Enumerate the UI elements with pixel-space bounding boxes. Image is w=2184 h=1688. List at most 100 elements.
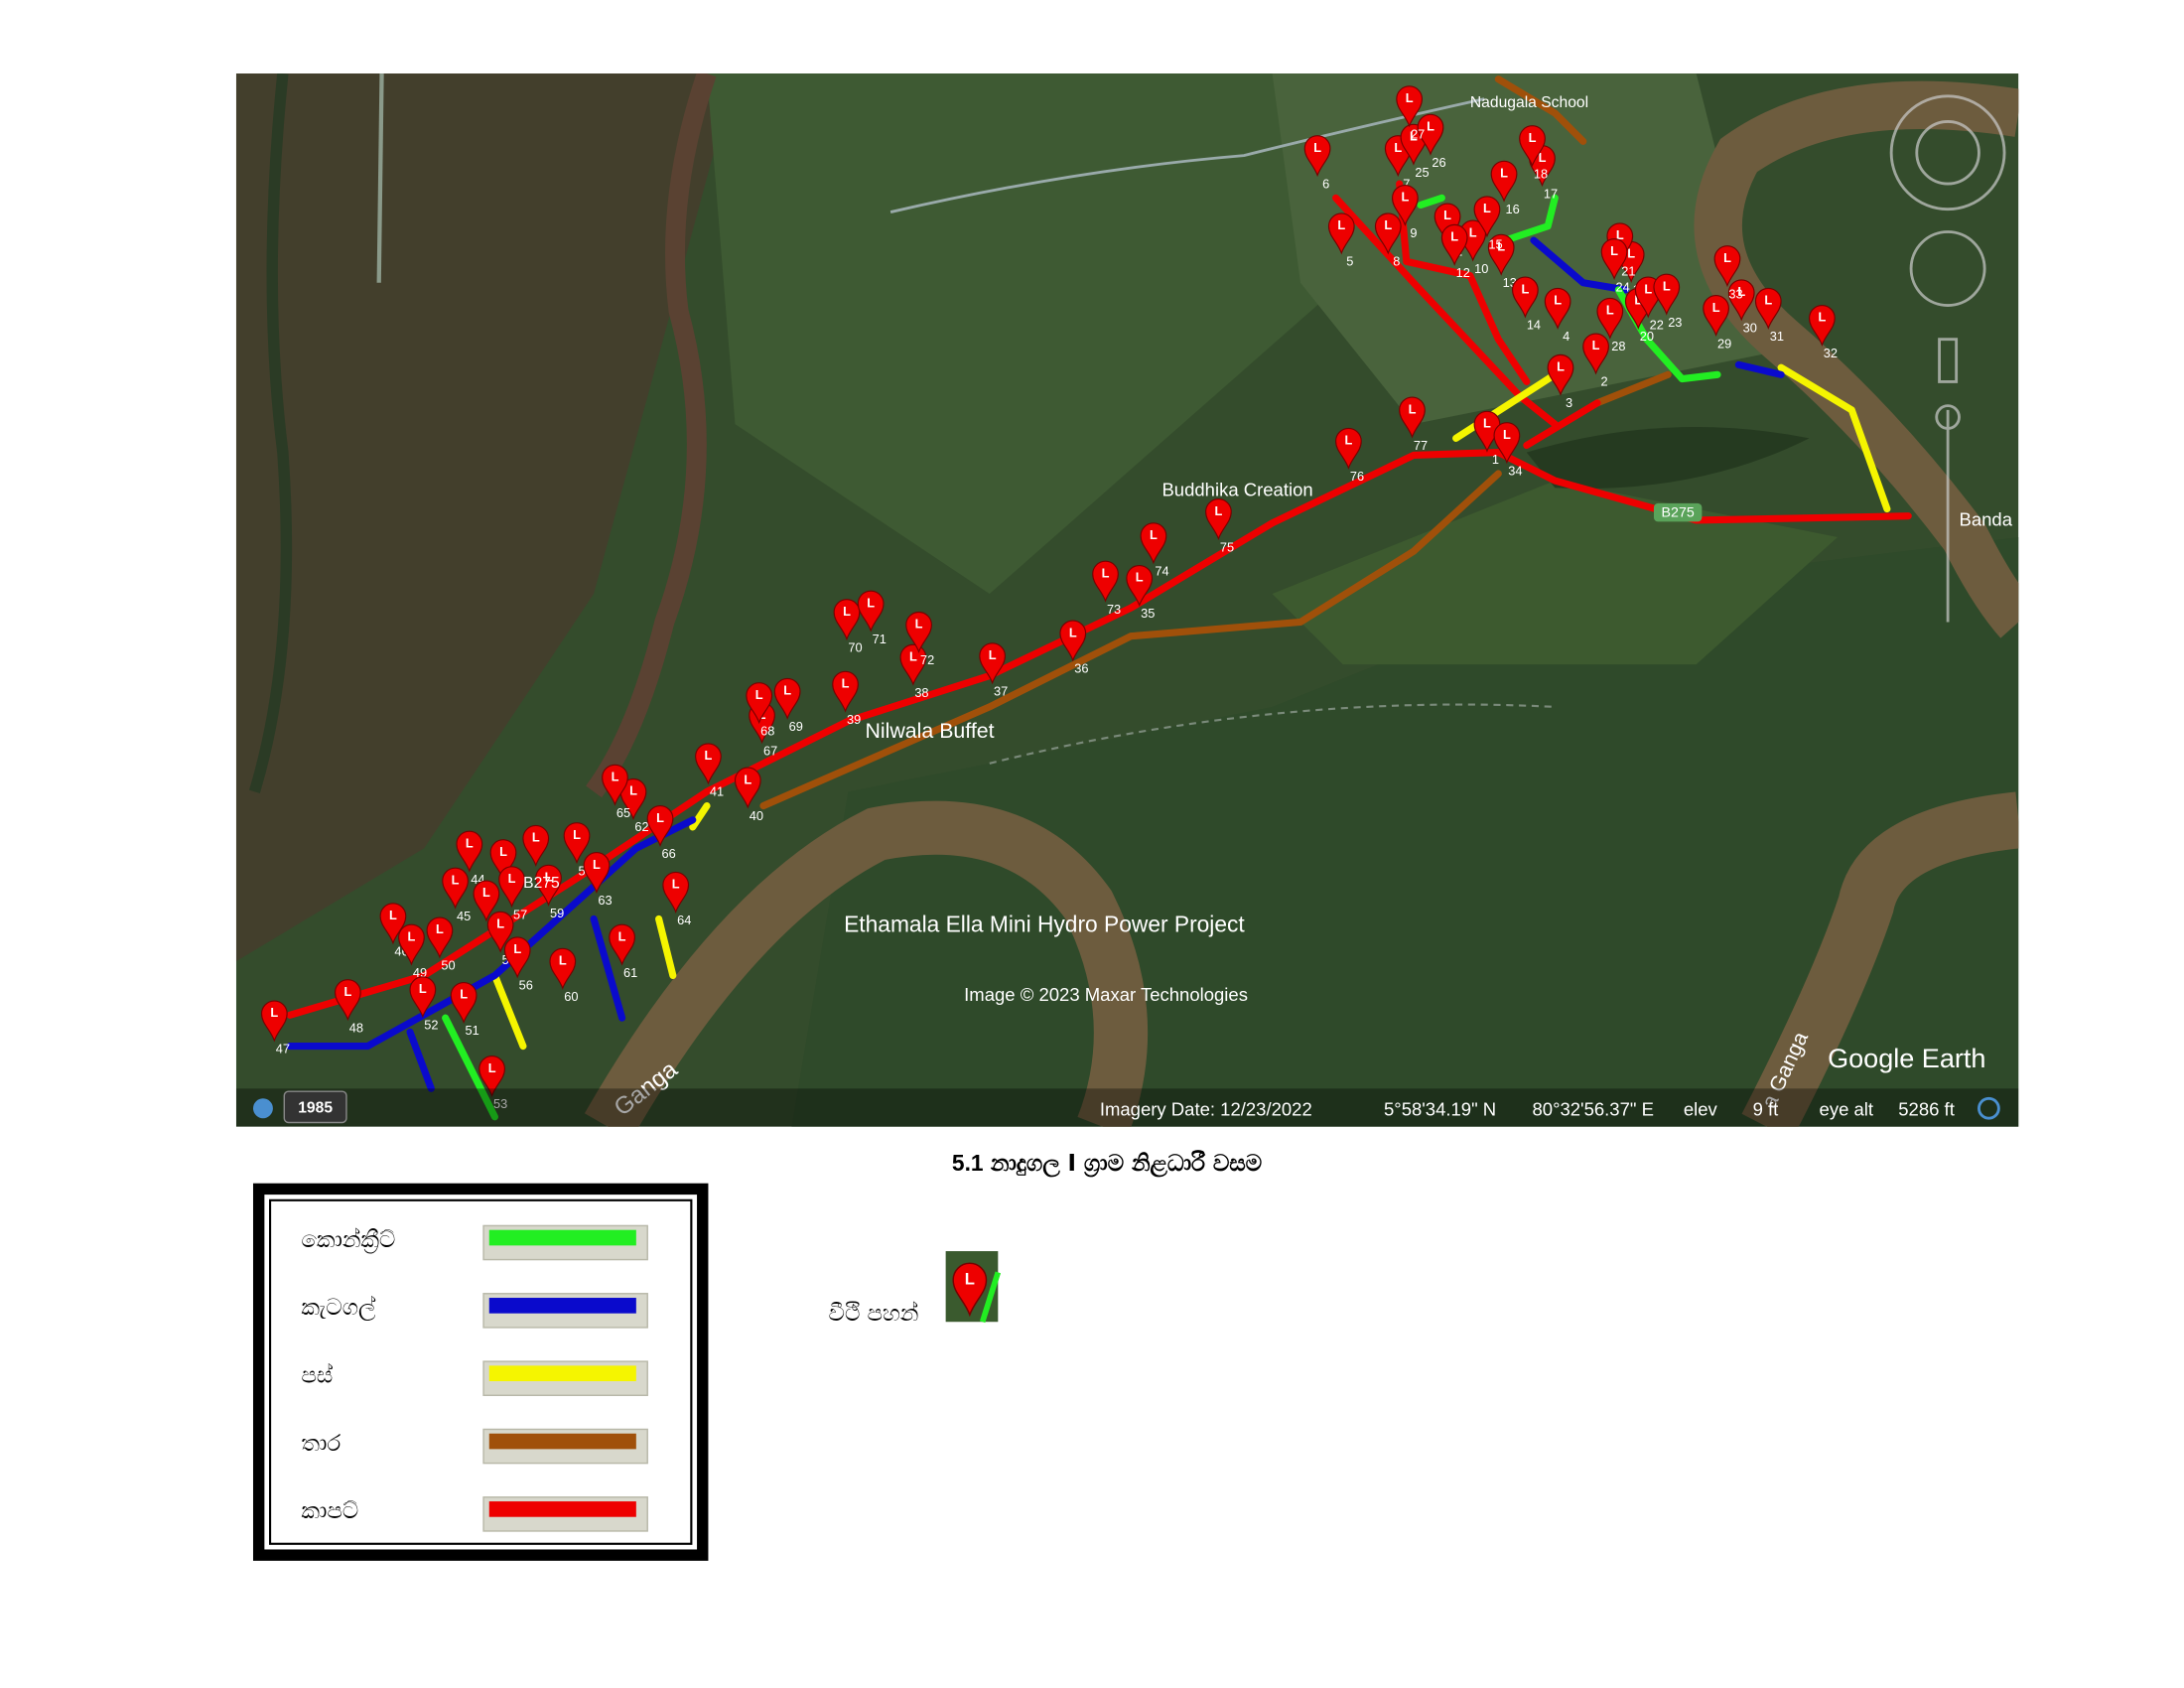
marker-label: 72	[920, 652, 934, 667]
legend-swatch	[488, 1433, 636, 1450]
marker-label: 61	[623, 965, 637, 980]
marker-label: 22	[1650, 318, 1664, 333]
marker-label: 2	[1601, 374, 1608, 389]
longitude: 80°32'56.37" E	[1533, 1098, 1654, 1119]
year: 1985	[298, 1100, 333, 1117]
marker-label: 53	[493, 1096, 507, 1111]
marker-label: 36	[1074, 661, 1088, 676]
marker-label: 4	[1563, 329, 1570, 344]
marker-label: 57	[513, 907, 527, 921]
street-light-icon	[945, 1251, 1002, 1324]
marker-label: 33	[1728, 286, 1742, 301]
marker-label: 27	[1411, 127, 1425, 142]
marker-label: 14	[1527, 318, 1541, 333]
marker-label: 18	[1534, 166, 1548, 181]
street-light-label: වීථි පහන්	[828, 1301, 918, 1327]
marker-label: 68	[760, 723, 774, 738]
year-badge	[283, 1090, 347, 1124]
marker-label: 3	[1566, 395, 1572, 410]
marker-label: 35	[1141, 606, 1155, 621]
marker-label: 34	[1508, 463, 1522, 478]
marker-label: 69	[789, 719, 803, 734]
place-label: Buddhika Creation	[1161, 480, 1312, 500]
marker-label: 23	[1668, 315, 1682, 330]
legend-swatch	[488, 1365, 636, 1382]
marker-label: 37	[994, 684, 1008, 699]
legend-swatch	[488, 1229, 636, 1246]
imagery-date: Imagery Date: 12/23/2022	[1100, 1098, 1312, 1119]
caption-number: 5.1	[952, 1150, 984, 1176]
legend-label: කාපට්	[301, 1498, 358, 1524]
road-badge	[1653, 502, 1703, 522]
marker-label: 70	[848, 639, 862, 654]
place-label: Ethamala Ella Mini Hydro Power Project	[844, 911, 1245, 936]
navigation-controls	[1889, 94, 2006, 623]
satellite-map: 1234567891011121314151617181920212223242…	[235, 73, 2019, 1127]
clock-icon	[252, 1098, 273, 1119]
marker-label: 6	[1322, 176, 1329, 191]
marker-label: 9	[1410, 225, 1417, 240]
marker-label: 29	[1717, 336, 1731, 351]
marker-label: 75	[1220, 539, 1234, 554]
marker-label: 64	[677, 913, 691, 927]
marker-label: 16	[1505, 202, 1519, 216]
marker-label: 25	[1415, 165, 1429, 180]
elevation-label: elev	[1684, 1098, 1718, 1119]
marker-label: 7	[1403, 176, 1410, 191]
marker-label: 47	[276, 1042, 290, 1056]
marker-label: 52	[424, 1018, 438, 1033]
marker-label: 76	[1350, 469, 1364, 484]
latitude: 5°58'34.19" N	[1384, 1098, 1496, 1119]
place-label: Nadugala School	[1470, 94, 1588, 111]
legend-label: තාර	[301, 1431, 341, 1457]
marker-label: 63	[598, 893, 612, 908]
marker-label: 41	[710, 784, 724, 799]
legend-label: කොන්ක්‍රීට්	[301, 1227, 395, 1254]
marker-label: 49	[413, 965, 427, 980]
marker-label: 60	[564, 989, 578, 1004]
image-credit: Image © 2023 Maxar Technologies	[964, 984, 1248, 1005]
marker-label: 30	[1743, 321, 1757, 336]
marker-label: 71	[873, 632, 887, 646]
road-label: B275	[523, 875, 560, 892]
marker-label: 26	[1432, 155, 1445, 170]
caption: 5.1 නාදුගල I ග්‍රාම නිළධාරී වසම	[952, 1149, 1263, 1178]
marker-label: 5	[1346, 254, 1353, 269]
marker-label: 10	[1474, 261, 1488, 276]
marker-label: 51	[466, 1023, 479, 1038]
marker-label: 31	[1770, 329, 1784, 344]
marker-label: 12	[1456, 265, 1470, 280]
marker-label: 65	[616, 805, 630, 820]
status-icon	[1978, 1096, 2000, 1120]
marker-label: 67	[763, 743, 777, 758]
marker-label: 40	[750, 808, 763, 823]
marker-label: 66	[661, 846, 675, 861]
marker-label: 59	[550, 906, 564, 920]
marker-label: 24	[1616, 279, 1630, 294]
marker-label: 32	[1824, 346, 1838, 360]
eye-alt: 5286 ft	[1898, 1098, 1955, 1119]
legend-swatch	[488, 1298, 636, 1314]
road-label: B275	[1662, 505, 1695, 521]
marker-label: 45	[457, 909, 471, 923]
marker-label: 28	[1611, 339, 1625, 353]
marker-label: 17	[1544, 186, 1558, 201]
brand: Google Earth	[1828, 1044, 1985, 1073]
street-light-markers: 1234567891011121314151617181920212223242…	[260, 85, 1838, 1111]
marker-label: 56	[519, 978, 533, 993]
marker-label: 48	[349, 1020, 363, 1035]
marker-label: 20	[1640, 329, 1654, 344]
caption-text: නාදුගල I ග්‍රාම නිළධාරී වසම	[990, 1149, 1263, 1178]
status-bar	[235, 1088, 2019, 1127]
marker-label: 1	[1492, 452, 1499, 467]
marker-label: 15	[1488, 237, 1502, 252]
marker-label: 50	[441, 958, 455, 973]
place-label: Banda	[1959, 509, 2012, 530]
marker-label: 73	[1107, 602, 1121, 617]
elevation: 9 ft	[1753, 1098, 1779, 1119]
marker-label: 77	[1414, 438, 1428, 453]
place-label: Nilwala Buffet	[865, 719, 994, 743]
marker-label: 8	[1393, 254, 1400, 269]
